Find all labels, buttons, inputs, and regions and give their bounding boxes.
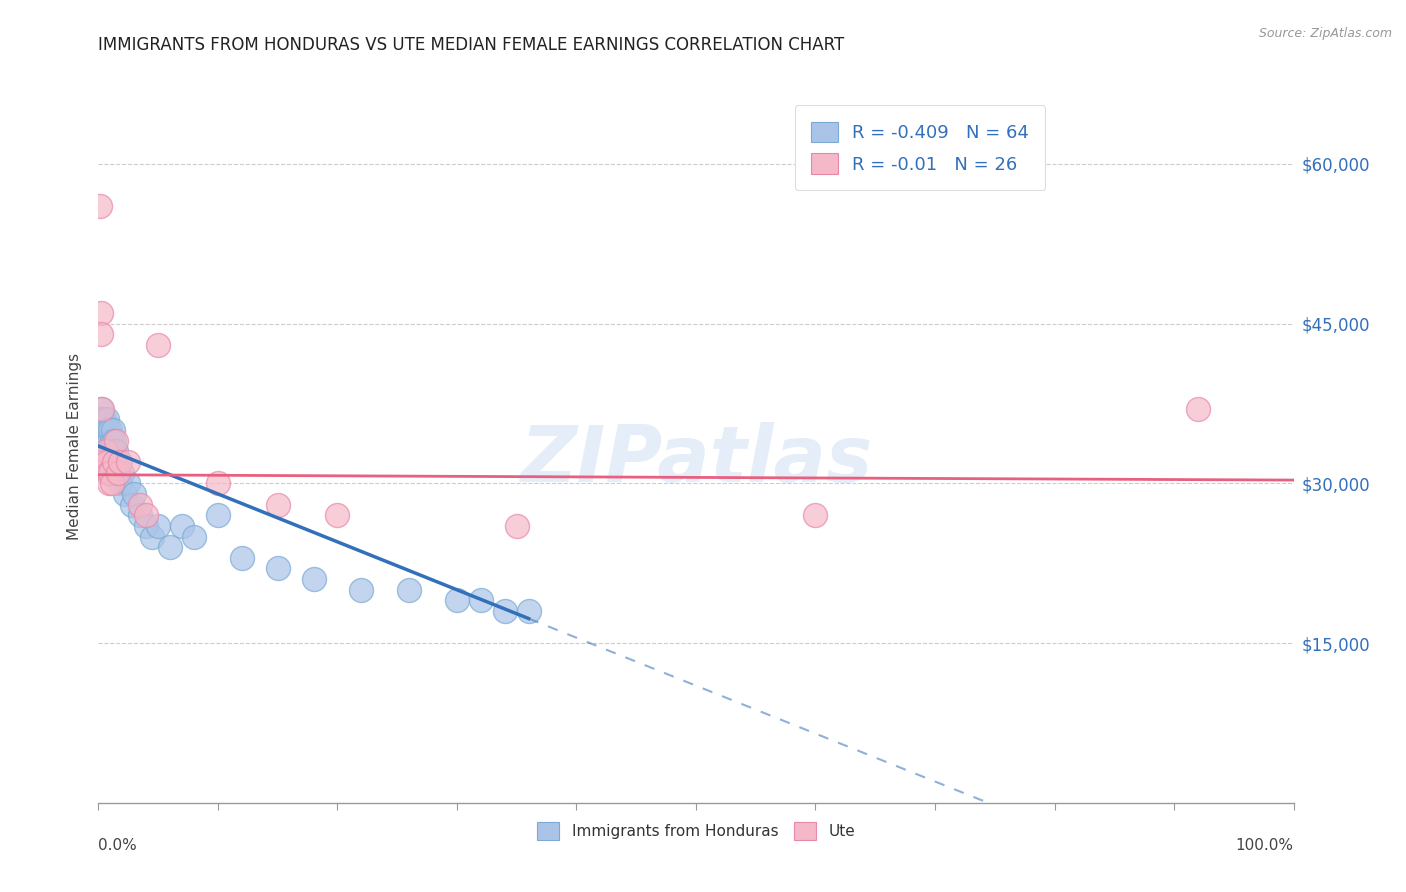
Point (91, 434, 114, 448)
Point (117, 476, 139, 491)
Point (107, 466, 129, 480)
Legend: Immigrants from Honduras, Ute: Immigrants from Honduras, Ute (524, 810, 868, 852)
Point (97, 466, 120, 480)
Point (207, 476, 229, 491)
Point (98, 455, 121, 469)
Point (90, 327, 112, 342)
Point (97, 466, 120, 480)
Point (96, 412, 118, 426)
Point (117, 455, 139, 469)
Point (326, 508, 349, 523)
Point (94, 455, 117, 469)
Point (148, 519, 170, 533)
Point (90, 423, 112, 437)
Point (470, 593, 492, 607)
Point (111, 466, 134, 480)
Point (506, 519, 529, 533)
Point (97, 444, 120, 458)
Point (98, 466, 122, 480)
Y-axis label: Median Female Earnings: Median Female Earnings (67, 352, 83, 540)
Point (96, 434, 118, 448)
Point (89, 434, 111, 448)
Point (100, 434, 122, 448)
Point (93, 434, 115, 448)
Point (172, 519, 194, 533)
Point (91, 423, 114, 437)
Point (446, 593, 468, 607)
Point (90, 444, 112, 458)
Point (93, 455, 115, 469)
Point (231, 550, 253, 565)
Point (98, 476, 121, 491)
Point (94, 444, 117, 458)
Point (100, 476, 122, 491)
Point (103, 466, 125, 480)
Text: IMMIGRANTS FROM HONDURAS VS UTE MEDIAN FEMALE EARNINGS CORRELATION CHART: IMMIGRANTS FROM HONDURAS VS UTE MEDIAN F… (98, 36, 845, 54)
Point (148, 338, 170, 352)
Text: Source: ZipAtlas.com: Source: ZipAtlas.com (1258, 27, 1392, 40)
Point (91, 423, 114, 437)
Point (91, 444, 114, 458)
Point (114, 487, 136, 501)
Point (91, 444, 114, 458)
Point (100, 466, 122, 480)
Text: ZIPatlas: ZIPatlas (520, 422, 872, 499)
Point (91, 434, 114, 448)
Point (267, 561, 290, 575)
Point (108, 476, 131, 491)
Point (96, 455, 118, 469)
Point (1187, 401, 1209, 416)
Point (89, 412, 111, 426)
Point (494, 604, 516, 618)
Point (107, 455, 129, 469)
Point (398, 582, 420, 597)
Point (93, 412, 115, 426)
Point (107, 466, 129, 480)
Point (135, 508, 157, 523)
Point (94, 434, 117, 448)
Point (93, 444, 115, 458)
Point (89, 199, 111, 213)
Point (302, 572, 325, 586)
Point (159, 540, 181, 554)
Point (98, 455, 122, 469)
Point (97, 423, 120, 437)
Text: 0.0%: 0.0% (98, 838, 138, 854)
Point (101, 423, 124, 437)
Point (124, 487, 146, 501)
Point (207, 508, 229, 523)
Point (93, 455, 115, 469)
Point (103, 434, 125, 448)
Point (267, 498, 290, 512)
Point (90, 401, 112, 416)
Point (91, 412, 114, 426)
Point (105, 444, 128, 458)
Point (121, 498, 143, 512)
Point (135, 519, 157, 533)
Point (94, 444, 117, 458)
Point (141, 529, 163, 543)
Point (90, 306, 112, 320)
Point (129, 498, 152, 512)
Point (103, 455, 125, 469)
Point (91, 455, 114, 469)
Point (517, 604, 540, 618)
Point (129, 508, 152, 523)
Point (105, 434, 128, 448)
Text: 100.0%: 100.0% (1236, 838, 1294, 854)
Point (804, 508, 827, 523)
Point (183, 529, 205, 543)
Point (91, 401, 114, 416)
Point (108, 455, 131, 469)
Point (98, 423, 122, 437)
Point (350, 582, 373, 597)
Point (101, 444, 124, 458)
Point (104, 455, 127, 469)
Point (96, 455, 118, 469)
Point (94, 423, 117, 437)
Point (91, 455, 114, 469)
Point (98, 434, 121, 448)
